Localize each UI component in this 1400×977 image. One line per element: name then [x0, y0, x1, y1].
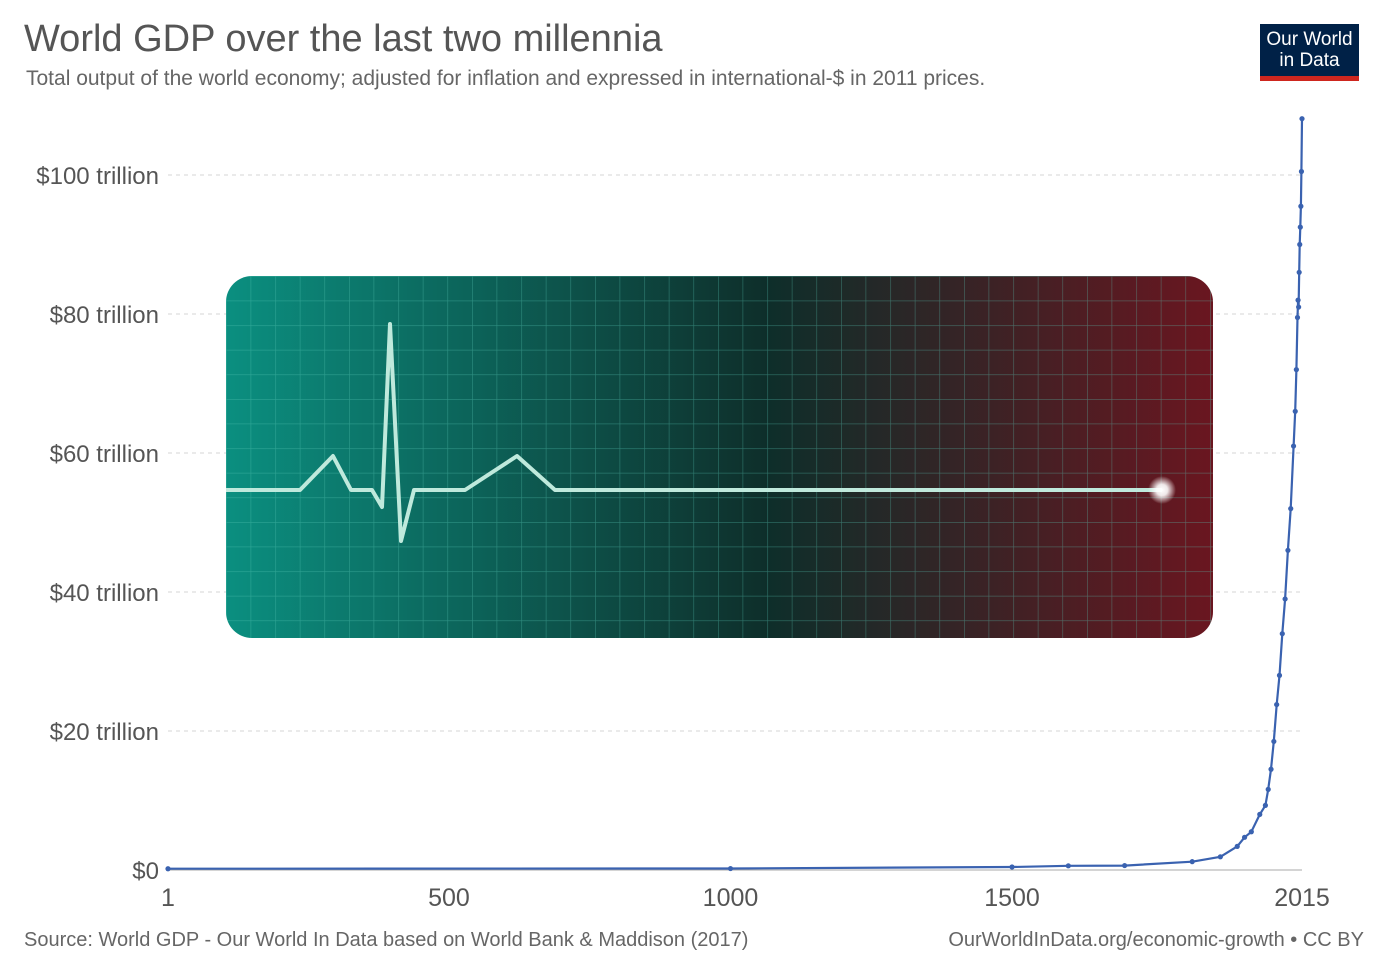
owid-logo[interactable]: Our World in Data — [1260, 24, 1359, 81]
logo-line-2: in Data — [1279, 50, 1340, 71]
source-note: Source: World GDP - Our World In Data ba… — [24, 929, 749, 951]
data-point[interactable] — [1285, 547, 1291, 553]
x-tick-label: 1 — [161, 884, 175, 912]
data-point[interactable] — [1276, 672, 1283, 679]
data-point[interactable] — [1279, 631, 1285, 637]
data-point[interactable] — [1268, 766, 1274, 772]
x-axis-ticks: 1 500 1000 1500 2015 — [161, 884, 1330, 912]
data-point[interactable] — [1293, 367, 1299, 373]
data-point[interactable] — [165, 866, 171, 872]
data-point[interactable] — [1274, 701, 1280, 708]
source-link[interactable]: OurWorldInData.org/economic-growth • CC … — [948, 929, 1364, 951]
x-tick-label: 2015 — [1274, 884, 1330, 912]
ecg-endpoint-glow — [1148, 476, 1176, 504]
data-point[interactable] — [1271, 738, 1277, 745]
logo-line-1: Our World — [1266, 29, 1353, 50]
chart-subtitle: Total output of the world economy; adjus… — [26, 67, 986, 90]
data-point[interactable] — [1262, 802, 1269, 808]
data-point[interactable] — [1217, 854, 1223, 860]
data-point[interactable] — [1295, 297, 1301, 303]
chart-title: World GDP over the last two millennia — [24, 18, 663, 60]
data-point[interactable] — [1009, 864, 1015, 870]
data-point[interactable] — [1290, 443, 1297, 449]
data-point[interactable] — [1065, 863, 1071, 869]
ecg-trace — [226, 322, 1162, 543]
ecg-overlay-image — [226, 276, 1213, 638]
data-point[interactable] — [1292, 408, 1298, 414]
data-point[interactable] — [1296, 304, 1302, 310]
data-point[interactable] — [1282, 596, 1288, 602]
data-point[interactable] — [1189, 859, 1195, 865]
data-point[interactable] — [1248, 829, 1254, 835]
x-tick-label: 1500 — [984, 884, 1040, 912]
x-tick-label: 500 — [428, 884, 470, 912]
data-point[interactable] — [727, 865, 734, 872]
y-axis-ticks: $0 $20 trillion $40 trillion $60 trillion $8… — [36, 163, 159, 885]
data-point[interactable] — [1265, 786, 1271, 792]
data-point[interactable] — [1297, 224, 1303, 230]
y-tick-label: $100 trillion — [36, 163, 159, 190]
data-point[interactable] — [1299, 116, 1305, 122]
y-tick-label: $40 trillion — [50, 580, 159, 607]
y-tick-label: $80 trillion — [50, 302, 159, 329]
data-point[interactable] — [1297, 241, 1303, 248]
data-point[interactable] — [1122, 862, 1128, 869]
y-tick-label: $0 — [132, 858, 159, 885]
y-tick-label: $20 trillion — [50, 719, 159, 746]
data-point[interactable] — [1241, 834, 1248, 840]
data-point[interactable] — [1234, 843, 1240, 849]
x-tick-label: 1000 — [703, 884, 759, 912]
series-layer — [165, 116, 1305, 872]
data-point[interactable] — [1257, 811, 1263, 818]
data-point[interactable] — [1294, 314, 1301, 321]
data-point[interactable] — [1296, 269, 1302, 275]
data-point[interactable] — [1298, 168, 1305, 175]
data-point[interactable] — [1288, 506, 1294, 512]
y-tick-label: $60 trillion — [50, 441, 159, 468]
data-point[interactable] — [1298, 203, 1304, 209]
